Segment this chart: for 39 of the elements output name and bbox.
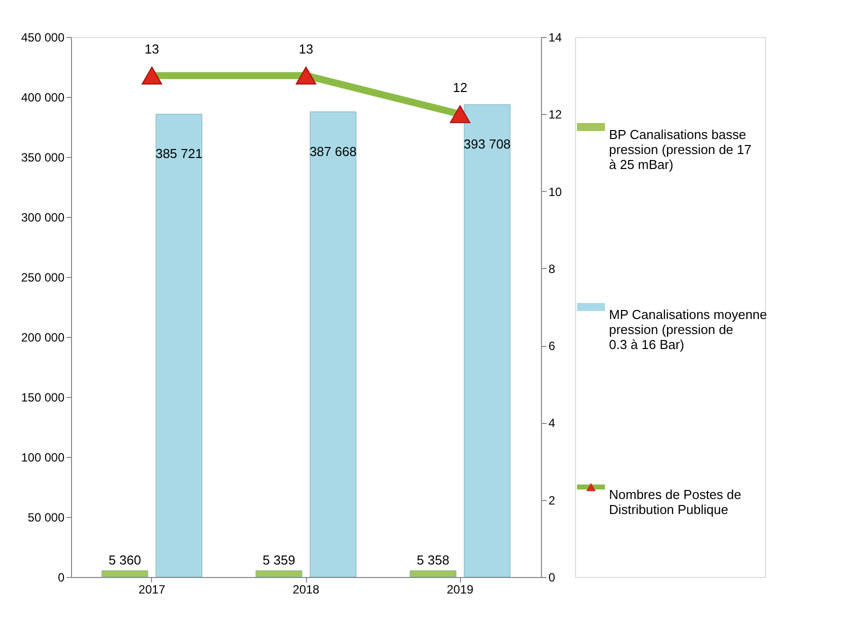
data-label: 5 359 (262, 552, 296, 568)
legend-label: Nombres de Postes de Distribution Publique (609, 487, 742, 517)
data-label: 385 721 (155, 146, 202, 162)
y-tick-label: 250 000 (21, 270, 65, 284)
y2-tick-label: 4 (548, 416, 556, 430)
y-tick-label: 50 000 (28, 510, 65, 524)
x-tick-label: 2017 (138, 582, 166, 596)
data-label: 5 358 (416, 552, 450, 568)
y2-tick-label: 12 (548, 108, 562, 122)
x-tick-label: 2019 (446, 582, 474, 596)
y-tick-label: 100 000 (21, 450, 65, 464)
data-label: 393 708 (464, 136, 511, 152)
bar (256, 570, 302, 578)
y2-tick-label: 0 (548, 570, 556, 584)
y2-tick-label: 8 (548, 262, 556, 276)
y2-tick-label: 14 (548, 30, 562, 44)
data-label: 12 (452, 80, 468, 96)
bar (156, 114, 202, 578)
y-tick-label: 400 000 (21, 90, 65, 104)
bar (310, 112, 356, 578)
data-label: 13 (298, 42, 314, 57)
legend-label: MP Canalisations moyenne pression (pression de 0.3 à 16 Bar) (609, 307, 768, 352)
bar (464, 104, 510, 578)
y-tick-label: 150 000 (21, 390, 65, 404)
data-label: 387 668 (310, 144, 357, 159)
data-label: 13 (144, 42, 160, 57)
legend-label: BP Canalisations basse pression (pression de 17 à 25 mBar) (609, 127, 752, 172)
y-tick-label: 450 000 (21, 30, 65, 44)
y-tick-label: 0 (58, 570, 65, 584)
y2-tick-label: 2 (548, 493, 556, 508)
y-tick-label: 350 000 (21, 150, 65, 164)
data-label: 5 360 (108, 552, 142, 568)
bar (102, 570, 148, 578)
y2-tick-label: 10 (548, 184, 562, 199)
x-tick-label: 2018 (292, 582, 320, 596)
y-tick-label: 200 000 (21, 330, 65, 344)
y2-tick-label: 6 (548, 339, 556, 354)
bar (410, 570, 456, 578)
y-tick-label: 300 000 (21, 210, 65, 224)
